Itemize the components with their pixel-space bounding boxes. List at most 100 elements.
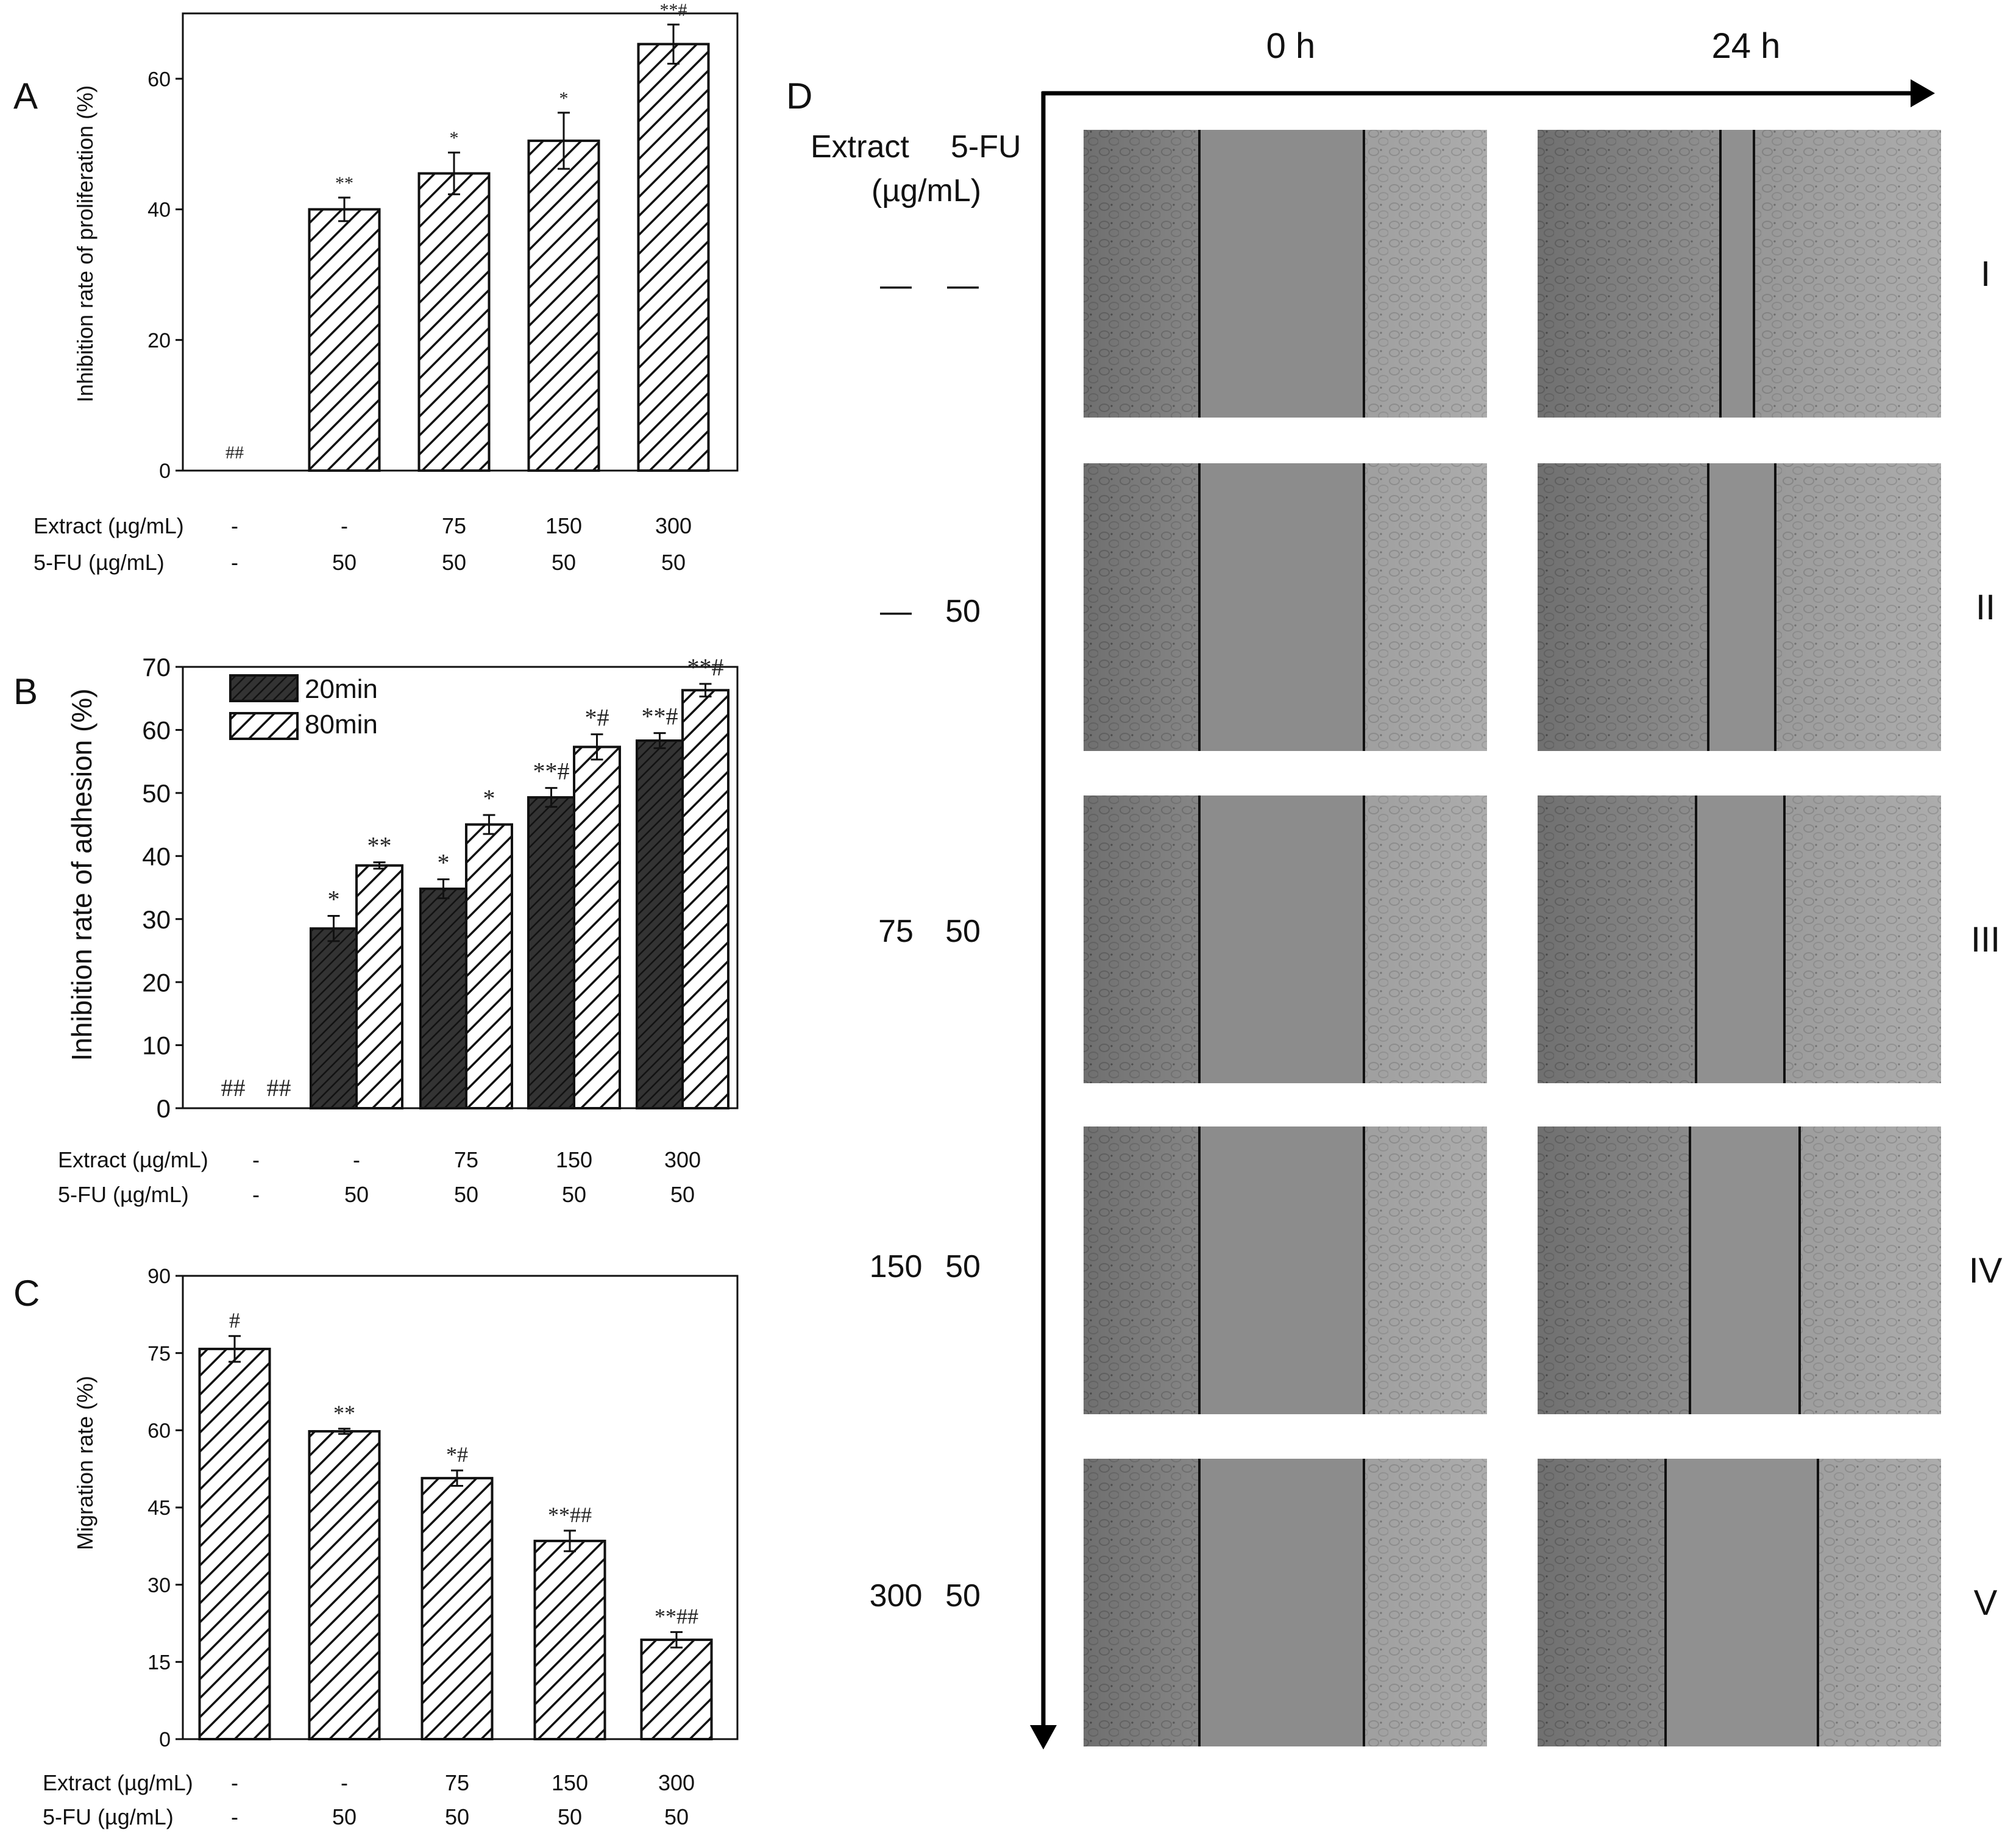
panel-b-errorbar-1-2 xyxy=(483,814,495,835)
row-4-fu-label: 50 xyxy=(945,1249,981,1284)
row-2-extract-label: — xyxy=(880,594,912,629)
panel-c-fu-value-4: 50 xyxy=(664,1804,689,1829)
panel-b-fu-value-2: 50 xyxy=(454,1182,478,1207)
panel-c-extract-value-2: 75 xyxy=(445,1770,469,1795)
panel-c-errorbar-0-3 xyxy=(564,1529,576,1553)
panel-a-sig-0-1: ** xyxy=(335,173,353,193)
micrograph-0h-row-2 xyxy=(1084,463,1487,751)
panel-b-row-label-1: 5-FU (µg/mL) xyxy=(58,1182,189,1207)
panel-label-d: D xyxy=(786,76,812,116)
panel-a-extract-value-4: 300 xyxy=(655,513,692,538)
panel-b-sig-0-0: ## xyxy=(221,1074,246,1102)
panel-a-row-label-1: 5-FU (µg/mL) xyxy=(34,550,165,575)
panel-c-ytick-label-4: 60 xyxy=(147,1420,171,1443)
legend-swatch-80min xyxy=(229,712,299,740)
row-3-roman-label: III xyxy=(1971,920,2000,959)
panel-b-legend: 20min 80min xyxy=(229,674,378,740)
micrograph-24h-row-5 xyxy=(1538,1459,1941,1746)
panel-b-ytick-label-1: 10 xyxy=(142,1031,171,1060)
panel-b-sig-1-0: ## xyxy=(267,1074,291,1102)
row-3-fu-label: 50 xyxy=(945,914,981,949)
micrograph-24h-row-2 xyxy=(1538,463,1941,751)
panel-c-ytick-label-0: 0 xyxy=(159,1728,171,1751)
dose-axis-arrowhead xyxy=(1030,1725,1057,1749)
panel-b-sig-0-2: * xyxy=(438,849,450,877)
panel-c-extract-value-0: - xyxy=(231,1770,238,1795)
header-unit: (µg/mL) xyxy=(871,173,981,208)
time-label-24h: 24 h xyxy=(1712,26,1781,66)
micrograph-0h-row-5 xyxy=(1084,1459,1487,1746)
panel-c: Migration rate (%) 0 15 30 45 60 75 90 # ** *# **#… xyxy=(43,1265,739,1829)
panel-c-row-label-1: 5-FU (µg/mL) xyxy=(43,1804,174,1829)
panel-c-bar-0-4 xyxy=(640,1639,713,1740)
panel-a-sig-0-2: * xyxy=(450,128,459,148)
panel-c-errorbar-0-0 xyxy=(229,1335,241,1363)
panel-c-bar-0-1 xyxy=(308,1430,381,1740)
time-label-0h: 0 h xyxy=(1266,26,1316,66)
panel-b-fu-value-0: - xyxy=(252,1182,260,1207)
panel-b-errorbar-0-2 xyxy=(437,878,450,900)
panel-b-errorbar-0-4 xyxy=(653,732,666,749)
panel-b-ytick-label-3: 30 xyxy=(142,905,171,934)
panel-c-sig-0-4: **## xyxy=(655,1604,698,1628)
panel-b-ytick-label-4: 40 xyxy=(142,842,171,870)
panel-a-errorbar-0-4 xyxy=(667,23,680,65)
panel-b-errorbar-1-3 xyxy=(591,733,603,761)
micrograph-24h-row-4 xyxy=(1538,1126,1941,1414)
panel-c-ytick-label-2: 30 xyxy=(147,1574,171,1597)
panel-b-bar-0-2 xyxy=(419,888,467,1110)
panel-b-sig-1-1: ** xyxy=(367,832,392,860)
panel-b-sig-0-3: **# xyxy=(533,758,570,785)
panel-a-errorbar-0-1 xyxy=(338,196,350,222)
panel-c-fu-value-1: 50 xyxy=(332,1804,357,1829)
panel-b-sig-0-1: * xyxy=(328,886,340,913)
panel-c-bar-0-0 xyxy=(198,1347,271,1740)
micrograph-24h-row-1 xyxy=(1538,130,1941,418)
micrograph-0h-row-1 xyxy=(1084,130,1487,418)
row-2-roman-label: II xyxy=(1976,588,1995,627)
panel-b-fu-value-4: 50 xyxy=(670,1182,695,1207)
panel-c-bar-0-3 xyxy=(533,1539,606,1741)
panel-a-ytick-label-3: 60 xyxy=(147,68,171,91)
panel-b-sig-1-3: *# xyxy=(585,704,609,731)
panel-label-b: B xyxy=(13,671,38,712)
panel-b-errorbar-1-1 xyxy=(373,861,386,870)
header-extract: Extract xyxy=(811,129,909,165)
row-5-fu-label: 50 xyxy=(945,1578,981,1614)
panel-a-errorbar-0-2 xyxy=(448,151,460,196)
panel-b: Inhibition rate of adhesion (%) 20min 80… xyxy=(58,653,739,1207)
panel-a-sig-0-3: * xyxy=(559,88,569,109)
row-1-fu-label: — xyxy=(947,268,979,303)
micrograph-0h-row-4 xyxy=(1084,1126,1487,1414)
legend-swatch-20min xyxy=(229,674,299,702)
panel-a-bar-0-3 xyxy=(527,139,600,472)
panel-a-bar-0-1 xyxy=(308,208,381,472)
panel-b-ytick-label-0: 0 xyxy=(157,1094,171,1123)
panel-label-a: A xyxy=(13,76,38,116)
panel-b-extract-value-0: - xyxy=(252,1147,260,1172)
panel-b-errorbar-1-4 xyxy=(699,683,712,698)
panel-a-fu-value-2: 50 xyxy=(442,550,466,575)
row-2-fu-label: 50 xyxy=(945,594,981,629)
panel-a-bar-0-4 xyxy=(637,43,710,472)
panel-b-bar-0-4 xyxy=(636,739,684,1110)
panel-c-fu-value-3: 50 xyxy=(558,1804,582,1829)
panel-b-errorbar-0-3 xyxy=(545,787,558,808)
panel-d: D 0 h 24 h Extract 5-FU (µg/mL) — — I — 50 II… xyxy=(786,26,2003,1749)
row-4-roman-label: IV xyxy=(1969,1251,2003,1290)
panel-c-bar-0-2 xyxy=(421,1476,494,1741)
row-4-extract-label: 150 xyxy=(870,1249,923,1284)
panel-b-bar-1-4 xyxy=(681,689,729,1109)
panel-a-row-label-0: Extract (µg/mL) xyxy=(34,513,184,538)
panel-a-fu-value-1: 50 xyxy=(332,550,357,575)
panel-a: Inhibition rate of proliferation (%) 0 20… xyxy=(34,0,739,575)
panel-c-ylabel: Migration rate (%) xyxy=(73,1376,98,1550)
panel-c-row-label-0: Extract (µg/mL) xyxy=(43,1770,193,1795)
header-5fu: 5-FU xyxy=(951,129,1021,165)
panel-a-fu-value-3: 50 xyxy=(552,550,576,575)
panel-b-bar-1-3 xyxy=(573,746,621,1109)
panel-c-ytick-label-5: 75 xyxy=(147,1342,171,1365)
panel-c-extract-value-4: 300 xyxy=(658,1770,695,1795)
panel-a-errorbar-0-3 xyxy=(558,112,570,170)
